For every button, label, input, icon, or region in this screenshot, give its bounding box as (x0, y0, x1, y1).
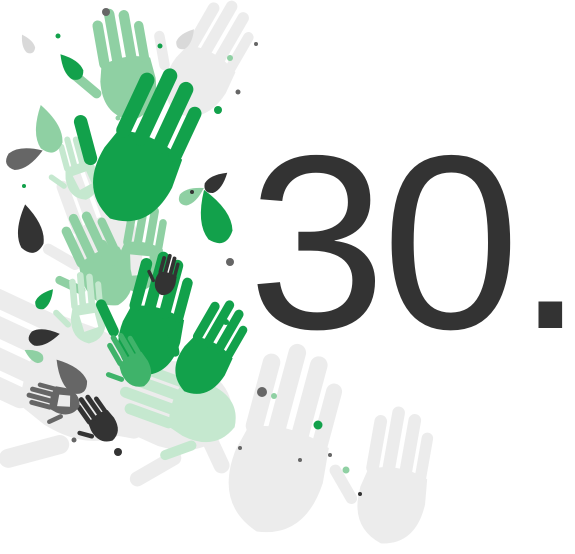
anniversary-number: 30. (248, 103, 575, 381)
